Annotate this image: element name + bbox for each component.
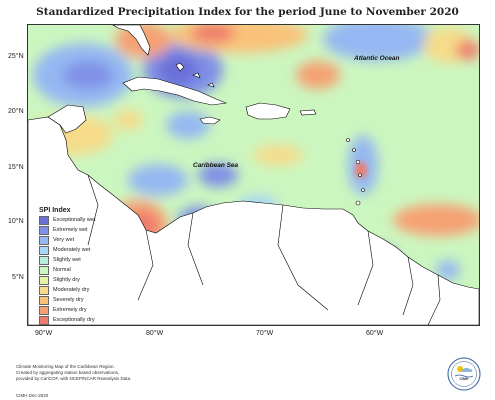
x-tick-80w: 80°W <box>146 330 164 337</box>
legend-swatch <box>39 305 49 315</box>
legend-label: Moderately dry <box>53 287 90 293</box>
legend-swatch <box>39 275 49 285</box>
x-tick-60w: 60°W <box>366 330 384 337</box>
legend-swatch <box>39 265 49 275</box>
jamaica-landmass <box>199 116 221 125</box>
y-tick-5n: 5°N <box>12 274 24 281</box>
credit-line: Created by aggregating station based obs… <box>16 369 120 375</box>
legend-item: Moderately dry <box>39 285 119 295</box>
legend-item: Slightly wet <box>39 255 119 265</box>
antilles-island <box>346 138 350 142</box>
legend-item: Moderately wet <box>39 245 119 255</box>
credit-line: Climate Monitoring Map of the Caribbean … <box>16 364 115 369</box>
legend-item: Very wet <box>39 235 119 245</box>
antilles-island <box>355 200 361 206</box>
legend-label: Normal <box>53 267 71 273</box>
antilles-island <box>355 159 361 165</box>
yucatan-landmass <box>47 104 87 134</box>
legend-item: Slightly dry <box>39 275 119 285</box>
land-masses <box>28 25 479 325</box>
florida-landmass <box>112 25 151 56</box>
map-credits: Climate Monitoring Map of the Caribbean … <box>16 364 216 381</box>
legend-item: Exceptionally dry <box>39 315 119 325</box>
spi-map: Atlantic Ocean Caribbean Sea <box>27 24 480 326</box>
logo-text: CIMH <box>459 377 469 381</box>
legend-label: Very wet <box>53 237 75 243</box>
cimh-logo: CIMH <box>447 357 481 391</box>
legend-swatch <box>39 315 49 325</box>
antilles-island <box>358 173 362 177</box>
legend-swatch <box>39 225 49 235</box>
credit-line: provided by CariCOF, with NCEP/NCAR Rean… <box>16 375 132 381</box>
legend-item: Severely dry <box>39 295 119 305</box>
legend-swatch <box>39 235 49 245</box>
x-tick-90w: 90°W <box>35 330 53 337</box>
legend-label: Extremely dry <box>53 307 87 313</box>
bahamas-island <box>175 62 185 72</box>
legend-swatch <box>39 215 49 225</box>
spi-map-canvas <box>28 25 479 325</box>
x-tick-70w: 70°W <box>256 330 274 337</box>
legend-label: Slightly dry <box>53 277 80 283</box>
y-tick-15n: 15°N <box>8 164 24 171</box>
legend-title: SPI Index <box>39 207 71 214</box>
legend-swatch <box>39 285 49 295</box>
antilles-island <box>352 148 356 152</box>
antilles-island <box>361 188 365 192</box>
legend-label: Severely dry <box>53 297 84 303</box>
atlantic-ocean-label: Atlantic Ocean <box>354 55 400 62</box>
bahamas-island <box>207 82 215 88</box>
map-title: Standardized Precipitation Index for the… <box>36 6 459 18</box>
y-tick-10n: 10°N <box>8 218 24 225</box>
y-tick-25n: 25°N <box>8 53 24 60</box>
legend-item: Extremely wet <box>39 225 119 235</box>
legend-swatch <box>39 245 49 255</box>
mainland-landmass <box>28 116 479 325</box>
legend-swatch <box>39 295 49 305</box>
legend-item: Exceptionally wet <box>39 215 119 225</box>
caribbean-sea-label: Caribbean Sea <box>193 162 239 169</box>
legend-label: Moderately wet <box>53 247 91 253</box>
legend-label: Exceptionally dry <box>53 317 95 323</box>
legend-item: Extremely dry <box>39 305 119 315</box>
legend-label: Exceptionally wet <box>53 217 96 223</box>
cuba-landmass <box>122 76 228 106</box>
legend-label: Slightly wet <box>53 257 81 263</box>
legend-label: Extremely wet <box>53 227 88 233</box>
puerto-rico-landmass <box>299 109 317 116</box>
hispaniola-landmass <box>245 102 291 120</box>
y-tick-20n: 20°N <box>8 108 24 115</box>
legend-swatch <box>39 255 49 265</box>
credit-date: CIMH Dec-2020 <box>16 393 49 398</box>
spi-legend: SPI Index Exceptionally wet Extremely wet… <box>39 207 119 325</box>
bahamas-island <box>192 72 201 79</box>
legend-item: Normal <box>39 265 119 275</box>
